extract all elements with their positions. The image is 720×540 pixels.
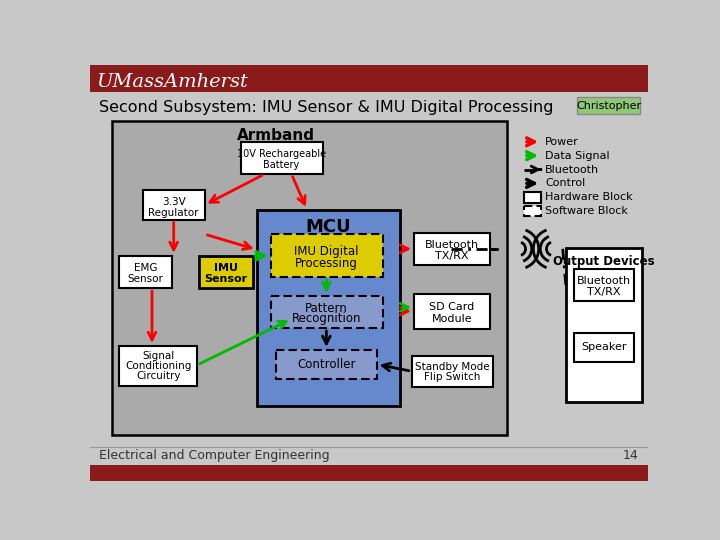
Text: Regulator: Regulator bbox=[148, 208, 199, 218]
Bar bbox=[90, 446, 648, 465]
Bar bbox=[574, 269, 634, 301]
Bar bbox=[414, 294, 490, 329]
Bar bbox=[524, 206, 541, 217]
Bar bbox=[524, 192, 541, 202]
Text: Data Signal: Data Signal bbox=[545, 151, 610, 161]
Bar bbox=[566, 248, 642, 402]
Bar bbox=[256, 210, 400, 406]
Bar bbox=[90, 465, 648, 481]
Text: TX/RX: TX/RX bbox=[435, 251, 469, 261]
Bar bbox=[271, 296, 383, 328]
Text: MCU: MCU bbox=[305, 218, 351, 235]
Text: IMU Digital: IMU Digital bbox=[294, 245, 359, 258]
Text: Controller: Controller bbox=[297, 358, 356, 371]
Text: Armband: Armband bbox=[237, 128, 315, 143]
Text: Signal: Signal bbox=[142, 351, 174, 361]
Bar bbox=[120, 256, 172, 288]
Bar bbox=[143, 190, 204, 220]
Bar bbox=[414, 233, 490, 265]
Text: Output Devices: Output Devices bbox=[553, 255, 654, 268]
Text: Sensor: Sensor bbox=[128, 274, 163, 284]
Text: Standby Mode: Standby Mode bbox=[415, 362, 489, 372]
Text: Electrical and Computer Engineering: Electrical and Computer Engineering bbox=[99, 449, 330, 462]
Text: EMG: EMG bbox=[134, 263, 158, 273]
Bar bbox=[199, 256, 253, 288]
Bar bbox=[412, 356, 493, 387]
Bar bbox=[90, 65, 648, 92]
Bar bbox=[276, 350, 377, 379]
Text: Software Block: Software Block bbox=[545, 206, 628, 216]
Text: Power: Power bbox=[545, 137, 579, 147]
Bar bbox=[112, 121, 507, 435]
Text: Bluetooth: Bluetooth bbox=[577, 276, 631, 286]
Text: Processing: Processing bbox=[295, 257, 358, 270]
Text: Circuitry: Circuitry bbox=[136, 371, 181, 381]
Bar bbox=[577, 97, 640, 114]
Text: Bluetooth: Bluetooth bbox=[425, 240, 479, 250]
Text: Bluetooth: Bluetooth bbox=[545, 165, 599, 174]
Text: SD Card: SD Card bbox=[429, 302, 474, 312]
Bar bbox=[241, 142, 323, 174]
Text: Christopher: Christopher bbox=[576, 100, 641, 111]
Text: Sensor: Sensor bbox=[204, 274, 247, 284]
Text: 10V Rechargeable: 10V Rechargeable bbox=[237, 149, 326, 159]
Text: Module: Module bbox=[431, 314, 472, 324]
Text: Conditioning: Conditioning bbox=[125, 361, 192, 371]
Text: 14: 14 bbox=[623, 449, 639, 462]
Text: Pattern: Pattern bbox=[305, 302, 348, 315]
Text: Hardware Block: Hardware Block bbox=[545, 192, 633, 202]
Text: Control: Control bbox=[545, 178, 585, 188]
Text: Second Subsystem: IMU Sensor & IMU Digital Processing: Second Subsystem: IMU Sensor & IMU Digit… bbox=[99, 100, 554, 114]
Text: 3.3V: 3.3V bbox=[162, 197, 186, 207]
Text: Flip Switch: Flip Switch bbox=[424, 373, 480, 382]
Text: Recognition: Recognition bbox=[292, 313, 361, 326]
Text: Speaker: Speaker bbox=[581, 342, 626, 353]
Bar bbox=[271, 234, 383, 276]
Text: TX/RX: TX/RX bbox=[587, 287, 621, 297]
Bar bbox=[574, 333, 634, 362]
Text: IMU: IMU bbox=[214, 263, 238, 273]
Bar bbox=[120, 346, 197, 386]
Text: Battery: Battery bbox=[264, 160, 300, 170]
Text: UMassAmherst: UMassAmherst bbox=[96, 73, 248, 91]
